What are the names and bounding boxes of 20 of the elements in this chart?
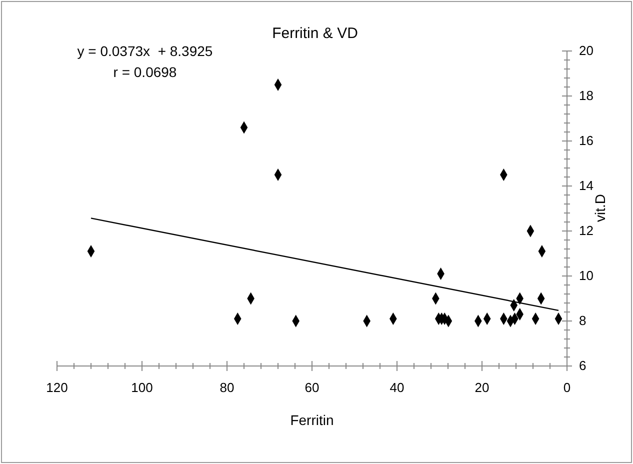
x-tick-label: 20 [474, 380, 490, 396]
y-tick-label: 6 [579, 358, 586, 374]
y-tick-label: 14 [579, 178, 594, 194]
x-tick-label: 40 [390, 380, 404, 396]
x-tick-label: 80 [220, 380, 234, 396]
y-tick-label: 20 [579, 43, 594, 58]
x-tick-label: 0 [563, 380, 571, 396]
x-tick-label: 60 [304, 380, 320, 396]
y-tick-label: 10 [579, 268, 594, 284]
annotation: y = 0.0373x + 8.3925 [77, 43, 213, 59]
y-axis-title: vit.D [592, 194, 608, 222]
y-tick-label: 8 [579, 313, 586, 328]
annotation: r = 0.0698 [113, 64, 177, 80]
x-axis-title: Ferritin [290, 412, 334, 428]
y-tick-label: 12 [579, 223, 594, 238]
y-tick-label: 18 [579, 88, 594, 104]
x-tick-label: 120 [46, 380, 68, 396]
y-tick-label: 16 [579, 133, 594, 148]
chart-title: Ferritin & VD [272, 25, 358, 42]
x-tick-label: 100 [131, 380, 153, 396]
